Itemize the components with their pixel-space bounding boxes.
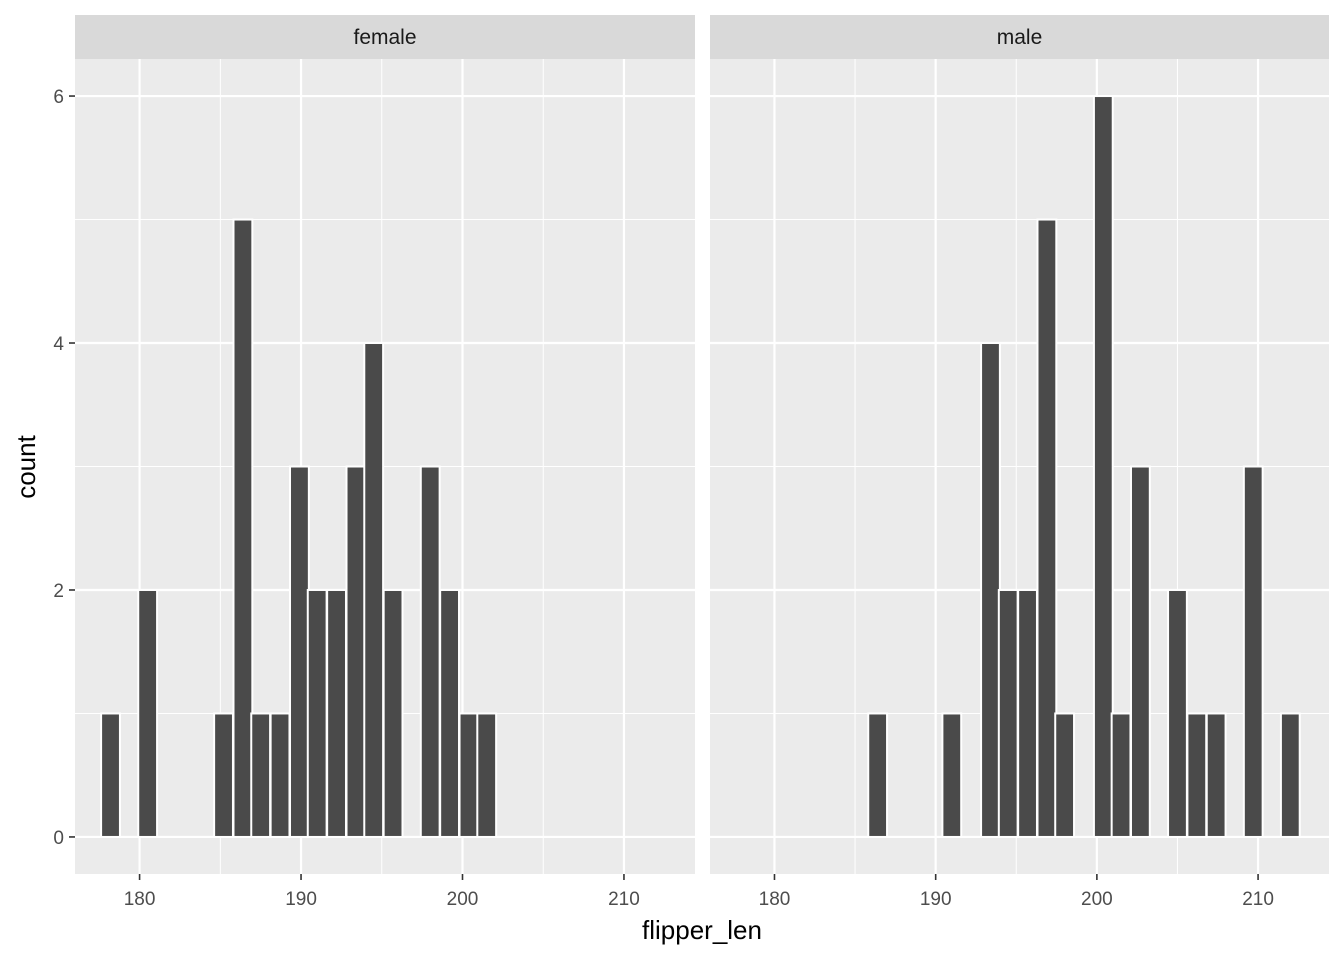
y-tick-label: 4 — [53, 334, 64, 355]
histogram-bar — [458, 712, 480, 838]
histogram-bar — [1205, 712, 1227, 838]
histogram-bar — [980, 342, 1001, 838]
x-tick-label: 200 — [1081, 889, 1113, 910]
histogram-bar — [137, 588, 159, 838]
histogram-bar — [941, 712, 963, 838]
y-tick-label: 0 — [53, 828, 64, 849]
histogram-bar — [1167, 588, 1188, 838]
x-tick-label: 180 — [124, 889, 156, 910]
facet-strip-label: male — [997, 26, 1043, 49]
histogram-bar — [1092, 95, 1114, 838]
histogram-bar — [476, 712, 498, 838]
histogram-bar — [997, 588, 1019, 838]
facet-strip — [75, 15, 695, 59]
histogram-bar — [250, 712, 272, 838]
x-tick-label: 200 — [447, 889, 479, 910]
x-tick-label: 190 — [285, 889, 317, 910]
histogram-bar — [1017, 588, 1038, 838]
histogram-bar — [213, 712, 234, 838]
x-axis-title: flipper_len — [642, 915, 762, 945]
facet-strip — [710, 15, 1329, 59]
histogram-bar — [326, 588, 347, 838]
histogram-bar — [232, 218, 254, 838]
histogram-bar — [867, 712, 889, 838]
facet-panel-female: female 180 190 200 210 — [75, 15, 695, 910]
histogram-bar — [382, 588, 404, 838]
histogram-bar — [1279, 712, 1301, 838]
histogram-bar — [306, 588, 328, 838]
histogram-bar — [419, 465, 441, 838]
histogram-bar — [1242, 465, 1264, 838]
histogram-bar — [439, 588, 461, 838]
facet-strip-label: female — [353, 26, 416, 49]
y-axis-title: count — [11, 434, 41, 498]
histogram-bar — [363, 342, 385, 838]
x-tick-label: 180 — [759, 889, 791, 910]
histogram-bar — [345, 465, 367, 838]
histogram-bar — [1129, 465, 1151, 838]
y-tick-label: 2 — [53, 581, 64, 602]
histogram-bar — [1186, 712, 1208, 838]
y-tick-label: 6 — [53, 87, 64, 108]
x-tick-label: 210 — [1242, 889, 1274, 910]
histogram-bar — [1036, 218, 1058, 838]
histogram-bar — [100, 712, 121, 838]
histogram-bar — [1110, 712, 1132, 838]
histogram-bar — [269, 712, 291, 838]
x-tick-label: 210 — [608, 889, 640, 910]
histogram-bar — [1054, 712, 1076, 838]
histogram-bar — [289, 465, 310, 838]
x-tick-label: 190 — [920, 889, 952, 910]
facet-panel-male: male 180 190 200 210 — [710, 15, 1329, 910]
